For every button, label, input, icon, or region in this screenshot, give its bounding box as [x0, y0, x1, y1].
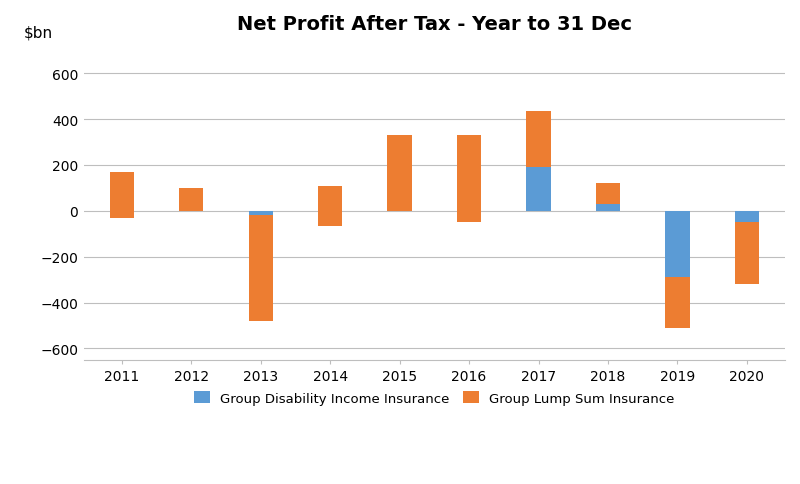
Bar	[734, 223, 759, 285]
Bar	[596, 184, 620, 205]
Bar	[526, 168, 550, 212]
Bar	[179, 188, 203, 212]
Bar	[666, 212, 690, 278]
Bar	[249, 212, 273, 216]
Title: Net Profit After Tax - Year to 31 Dec: Net Profit After Tax - Year to 31 Dec	[237, 15, 632, 34]
Bar	[387, 136, 412, 212]
Text: $bn: $bn	[24, 25, 54, 40]
Bar	[110, 172, 134, 218]
Bar	[666, 278, 690, 328]
Bar	[249, 216, 273, 321]
Bar	[457, 212, 482, 223]
Bar	[110, 212, 134, 218]
Bar	[596, 205, 620, 212]
Legend: Group Disability Income Insurance, Group Lump Sum Insurance: Group Disability Income Insurance, Group…	[189, 386, 680, 410]
Bar	[734, 212, 759, 223]
Bar	[526, 112, 550, 168]
Bar	[318, 212, 342, 226]
Bar	[457, 136, 482, 223]
Bar	[318, 186, 342, 226]
